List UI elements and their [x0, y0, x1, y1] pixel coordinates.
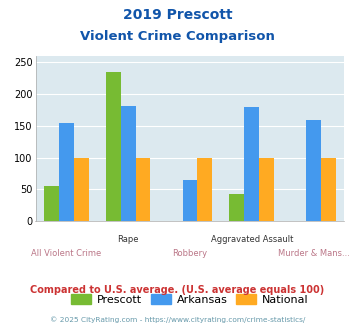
Bar [244, 107, 259, 221]
Text: All Violent Crime: All Violent Crime [31, 249, 102, 258]
Text: 2019 Prescott: 2019 Prescott [123, 8, 232, 22]
Bar [106, 72, 121, 221]
Text: Rape: Rape [118, 235, 139, 244]
Bar [136, 158, 151, 221]
Bar [74, 158, 89, 221]
Text: © 2025 CityRating.com - https://www.cityrating.com/crime-statistics/: © 2025 CityRating.com - https://www.city… [50, 317, 305, 323]
Bar [259, 158, 274, 221]
Bar [182, 180, 197, 221]
Bar [44, 186, 59, 221]
Bar [197, 158, 212, 221]
Legend: Prescott, Arkansas, National: Prescott, Arkansas, National [67, 289, 313, 309]
Text: Aggravated Assault: Aggravated Assault [211, 235, 293, 244]
Text: Robbery: Robbery [173, 249, 207, 258]
Text: Violent Crime Comparison: Violent Crime Comparison [80, 30, 275, 43]
Bar [306, 119, 321, 221]
Bar [121, 106, 136, 221]
Bar [229, 194, 244, 221]
Text: Compared to U.S. average. (U.S. average equals 100): Compared to U.S. average. (U.S. average … [31, 285, 324, 295]
Bar [59, 123, 74, 221]
Text: Murder & Mans...: Murder & Mans... [278, 249, 349, 258]
Bar [321, 158, 336, 221]
